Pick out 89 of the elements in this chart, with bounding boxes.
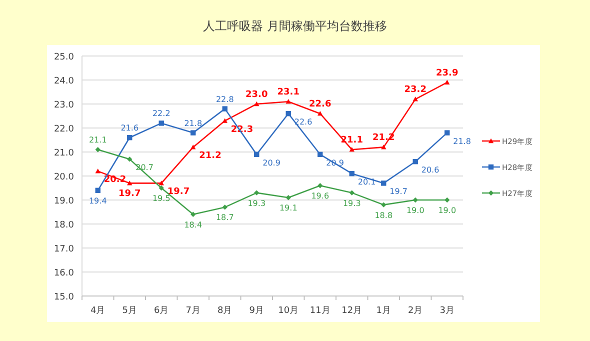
point	[318, 152, 323, 157]
y-tick-label: 20.0	[54, 172, 74, 182]
data-label: 22.2	[152, 109, 170, 118]
point	[254, 190, 260, 196]
point	[286, 195, 291, 200]
x-tick-label: 12月	[342, 306, 362, 316]
data-label: 18.4	[184, 220, 202, 230]
x-tick-label: 5月	[122, 306, 137, 316]
point	[381, 202, 386, 208]
data-label: 20.9	[262, 158, 280, 168]
point	[190, 130, 196, 136]
point	[158, 185, 164, 191]
data-label: 19.5	[152, 194, 170, 203]
data-label: 18.7	[216, 213, 234, 222]
point	[349, 190, 354, 196]
y-tick-label: 18.0	[54, 220, 74, 230]
x-tick-label: 9月	[249, 306, 264, 316]
data-label: 19.6	[311, 192, 330, 201]
point	[190, 144, 196, 150]
point	[254, 152, 260, 157]
x-tick-label: 3月	[440, 306, 454, 316]
data-label: 21.6	[120, 124, 139, 133]
data-label: 20.6	[421, 166, 440, 175]
point	[349, 171, 354, 176]
y-tick-label: 17.0	[54, 244, 74, 254]
point	[444, 197, 450, 203]
point	[381, 144, 386, 150]
point	[95, 168, 100, 174]
x-tick-label: 11月	[310, 306, 330, 316]
data-label: 19.0	[438, 206, 456, 215]
data-label: 22.8	[216, 94, 234, 104]
data-label: 19.3	[342, 198, 361, 208]
x-tick-label: 2月	[408, 306, 423, 316]
x-tick-label: 6月	[154, 306, 169, 316]
data-label: 21.8	[184, 118, 202, 128]
point	[444, 80, 450, 84]
data-label: 19.4	[88, 196, 107, 206]
data-label: 22.6	[309, 100, 332, 110]
x-tick-label: 1月	[376, 306, 391, 316]
y-tick-label: 22.0	[54, 124, 74, 134]
data-label: 18.8	[374, 210, 393, 220]
point	[95, 147, 100, 152]
point	[444, 130, 450, 136]
point	[222, 118, 228, 123]
point	[222, 106, 228, 112]
data-label: 19.0	[406, 206, 424, 215]
y-tick-label: 25.0	[54, 52, 74, 62]
y-tick-label: 15.0	[54, 292, 74, 302]
point	[318, 111, 323, 116]
data-label: 23.9	[436, 68, 458, 78]
y-tick-label: 24.0	[54, 76, 74, 86]
data-label: 20.1	[358, 178, 376, 187]
point	[412, 197, 418, 203]
data-label: 23.1	[277, 88, 300, 98]
data-label: 19.3	[248, 198, 266, 208]
x-tick-label: 7月	[186, 306, 200, 316]
point	[286, 99, 291, 104]
data-label: 19.1	[279, 204, 298, 213]
data-label: 21.1	[88, 136, 107, 145]
chart-title: 人工呼吸器 月間稼働平均台数推移	[203, 19, 387, 33]
x-tick-label: 10月	[278, 306, 299, 316]
data-label: 21.8	[453, 136, 471, 146]
point	[412, 159, 418, 164]
y-tick-label: 16.0	[54, 268, 74, 278]
point	[222, 204, 228, 210]
y-tick-label: 23.0	[54, 100, 74, 110]
y-tick-label: 21.0	[54, 148, 74, 158]
point	[158, 180, 164, 186]
point	[127, 135, 132, 140]
point	[412, 96, 418, 102]
point	[349, 147, 354, 152]
y-tick-label: 19.0	[54, 196, 74, 206]
point	[190, 212, 196, 217]
data-label: 23.0	[246, 90, 268, 100]
data-label: 23.2	[404, 85, 426, 96]
x-tick-label: 4月	[90, 306, 106, 316]
x-tick-label: 8月	[218, 306, 232, 316]
point	[381, 180, 386, 186]
point	[254, 101, 260, 106]
data-label: 22.6	[294, 118, 312, 127]
point	[286, 111, 291, 116]
point	[318, 183, 323, 188]
point	[158, 120, 164, 126]
point	[127, 156, 132, 162]
data-label: 21.2	[199, 151, 222, 162]
point	[95, 188, 100, 193]
data-label: 19.7	[118, 189, 141, 200]
point	[127, 180, 132, 186]
data-label: 19.7	[390, 187, 408, 196]
